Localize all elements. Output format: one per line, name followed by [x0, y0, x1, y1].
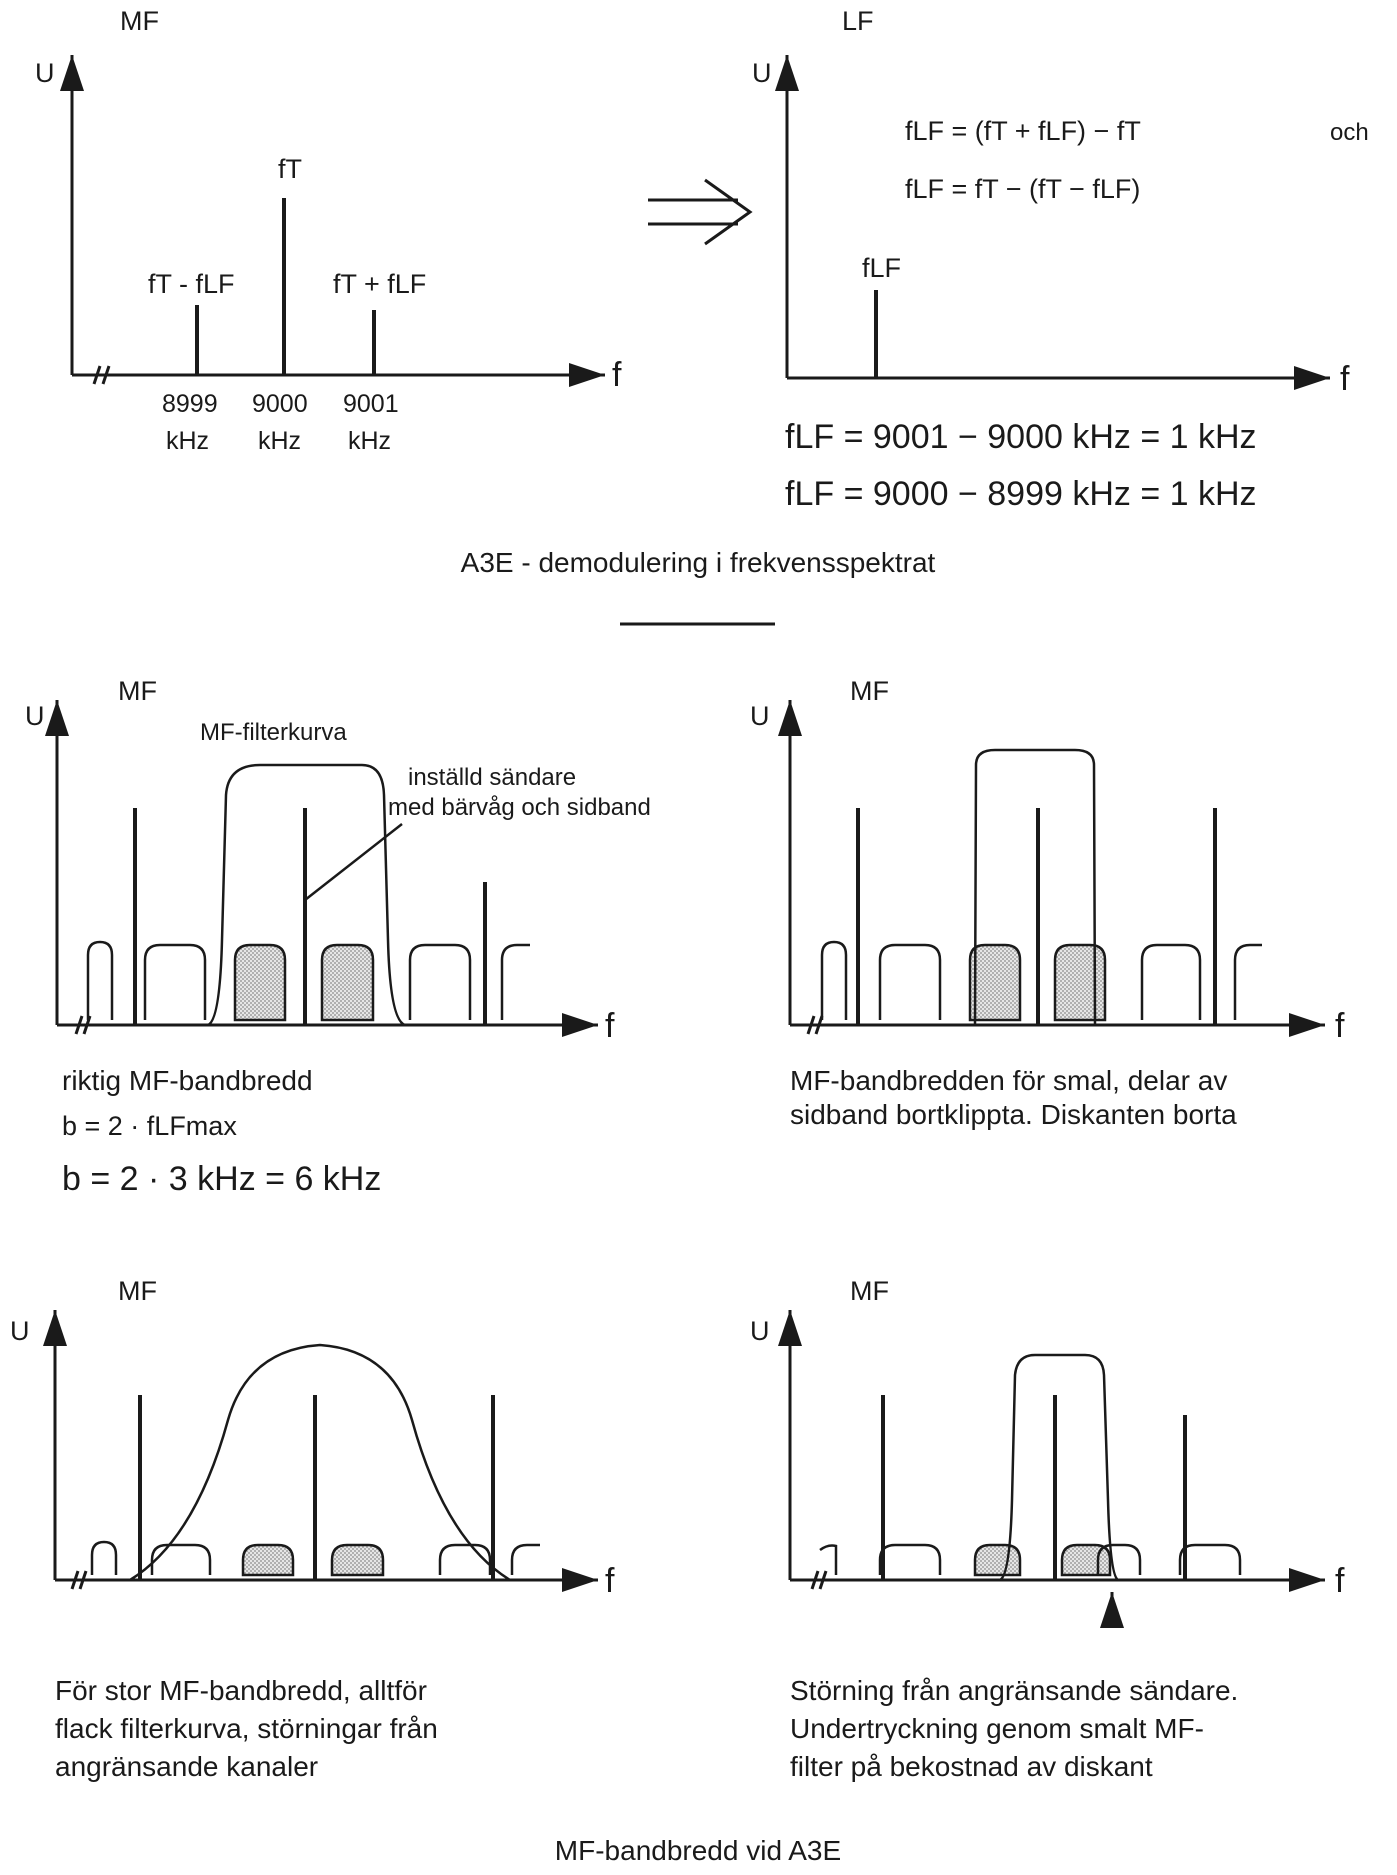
sideband-hump [408, 943, 472, 1020]
tick-value: 9000 [252, 390, 308, 418]
filter-curve [999, 1353, 1119, 1582]
sideband-hump [878, 1543, 942, 1575]
x-axis-label: f [605, 1562, 615, 1600]
x-axis-label: f [1335, 1562, 1345, 1600]
tick-value: 8999 [162, 390, 218, 418]
panel-title: MF [118, 1276, 157, 1306]
sideband-hump [500, 943, 530, 1020]
sideband-hump [1233, 943, 1262, 1020]
sideband-hump [878, 943, 942, 1020]
y-axis-label: U [750, 1316, 770, 1346]
sideband-hump [1178, 1543, 1242, 1575]
annotation-leader-line [304, 823, 403, 901]
formula-1: fLF = (fT + fLF) − fT [905, 116, 1141, 146]
filter-curve-label: MF-filterkurva [200, 719, 347, 746]
x-axis-label: f [605, 1007, 615, 1045]
bandwidth-panel-narrow: MF U f MF-bandbredden för smal, delar av… [750, 676, 1345, 1130]
sideband-hump-shaded [973, 1543, 1022, 1577]
y-axis-label: U [35, 58, 55, 88]
sideband-hump [90, 1540, 118, 1575]
axis-break-mark [70, 1570, 88, 1590]
formula-2: fLF = fT − (fT − fLF) [905, 174, 1140, 204]
panel-title: MF [118, 676, 157, 706]
panel-caption: För stor MF-bandbredd, alltför [55, 1675, 427, 1706]
sideband-hump-shaded [1053, 943, 1107, 1022]
panel-caption: sidband bortklippta. Diskanten borta [790, 1099, 1237, 1130]
panel-caption: flack filterkurva, störningar från [55, 1713, 438, 1744]
bandwidth-formula: b = 2 · fLFmax [62, 1111, 237, 1141]
panel-title: MF [850, 676, 889, 706]
axis-break-mark [92, 365, 111, 385]
lf-spectrum-chart: LF U f fLF fLF = (fT + fLF) − fT och fLF… [752, 6, 1369, 513]
top-caption: A3E - demodulering i frekvensspektrat [461, 547, 936, 578]
axis-break-mark [810, 1570, 828, 1590]
lf-line-label: fLF [862, 253, 901, 283]
sideband-hump [143, 943, 207, 1020]
sideband-hump [438, 1543, 492, 1575]
panel-caption: angränsande kanaler [55, 1751, 318, 1782]
sideband-hump-shaded [968, 943, 1022, 1022]
sideband-hump-shaded [330, 1543, 385, 1577]
sideband-hump-shaded [233, 943, 287, 1022]
sideband-hump [1140, 943, 1202, 1020]
bandwidth-panel-wide: MF U f För stor MF-bandbredd, alltför fl… [10, 1276, 615, 1782]
x-axis-label: f [612, 356, 622, 394]
tick-value: 9001 [343, 390, 399, 418]
bandwidth-result: b = 2 · 3 kHz = 6 kHz [62, 1160, 381, 1198]
filter-curve [207, 763, 406, 1027]
panel-caption: Störning från angränsande sändare. [790, 1675, 1238, 1706]
sideband-hump [150, 1543, 212, 1575]
result-1: fLF = 9001 − 9000 kHz = 1 kHz [785, 418, 1257, 456]
filter-curve [973, 748, 1097, 1026]
panel-caption: riktig MF-bandbredd [62, 1065, 313, 1096]
sideband-hump [820, 940, 848, 1020]
filter-curve [129, 1343, 511, 1582]
mf-spectrum-chart: MF U f fT fT - fLF fT + fLF 8999 kHz 900… [35, 6, 622, 455]
panel-caption: filter på bekostnad av diskant [790, 1751, 1153, 1782]
upper-sideband-label: fT + fLF [333, 269, 426, 299]
y-axis-label: U [750, 701, 770, 731]
sideband-hump [86, 940, 114, 1020]
carrier-label: fT [278, 154, 302, 184]
sideband-hump-shaded [320, 943, 375, 1022]
lower-sideband-label: fT - fLF [148, 269, 235, 299]
bottom-caption: MF-bandbredd vid A3E [555, 1835, 841, 1866]
panel-caption: MF-bandbredden för smal, delar av [790, 1065, 1227, 1096]
sideband-hump-shaded [241, 1543, 295, 1577]
formula-1-suffix: och [1330, 119, 1369, 146]
sideband-hump [510, 1543, 540, 1575]
y-axis-label: U [25, 701, 45, 731]
sideband-hump [819, 1544, 838, 1575]
annotation-line-2: med bärvåg och sidband [388, 794, 651, 821]
x-axis-label: f [1340, 360, 1350, 398]
tick-unit: kHz [166, 427, 209, 455]
result-2: fLF = 9000 − 8999 kHz = 1 kHz [785, 475, 1257, 513]
y-axis-label: U [10, 1316, 30, 1346]
interfering-sideband-hump [1096, 1543, 1142, 1575]
x-axis-label: f [1335, 1007, 1345, 1045]
mf-title: MF [120, 6, 159, 36]
lf-title: LF [842, 6, 874, 36]
tick-unit: kHz [348, 427, 391, 455]
bandwidth-panel-correct: MF U f MF-filterkurva inställd sändare m… [25, 676, 651, 1198]
panel-title: MF [850, 1276, 889, 1306]
annotation-line-1: inställd sändare [408, 764, 576, 791]
y-axis-label: U [752, 58, 772, 88]
tick-unit: kHz [258, 427, 301, 455]
implies-arrow [648, 178, 753, 246]
panel-caption: Undertryckning genom smalt MF- [790, 1713, 1204, 1744]
bandwidth-panel-interference: MF U f Störning från angränsande sändare… [750, 1276, 1345, 1782]
